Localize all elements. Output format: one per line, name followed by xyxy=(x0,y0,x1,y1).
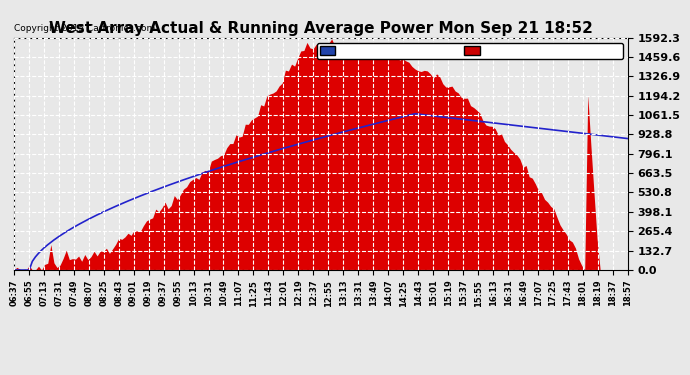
Legend: Average  (DC Watts), West Array  (DC Watts): Average (DC Watts), West Array (DC Watts… xyxy=(317,43,622,59)
Title: West Array Actual & Running Average Power Mon Sep 21 18:52: West Array Actual & Running Average Powe… xyxy=(49,21,593,36)
Text: Copyright 2015 Cartronics.com: Copyright 2015 Cartronics.com xyxy=(14,24,155,33)
